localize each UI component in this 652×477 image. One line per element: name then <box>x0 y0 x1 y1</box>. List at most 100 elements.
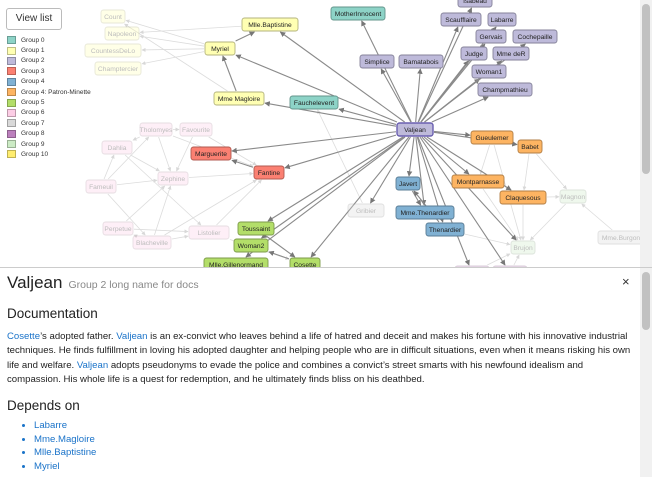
graph-node[interactable]: Mme deR <box>492 46 530 61</box>
graph-node[interactable]: Mme.Thenardier <box>395 205 455 220</box>
graph-node[interactable]: Mme Magloire <box>213 91 265 106</box>
graph-node-box[interactable] <box>85 179 117 194</box>
graph-node-box[interactable] <box>487 12 517 27</box>
graph-node-box[interactable] <box>101 140 133 155</box>
graph-node-box[interactable] <box>440 12 482 27</box>
graph-node[interactable]: Cochepaille <box>512 29 558 44</box>
graph-node-box[interactable] <box>102 221 134 236</box>
graph-node[interactable]: Fauchelevent <box>289 95 339 110</box>
graph-node-box[interactable] <box>425 222 465 237</box>
graph-node[interactable]: Myriel <box>204 41 236 56</box>
graph-node[interactable]: Dahlia <box>101 140 133 155</box>
graph-node[interactable]: Magnon <box>559 189 587 204</box>
graph-node[interactable]: Napoleon <box>104 26 140 41</box>
graph-node[interactable]: Count <box>100 9 126 24</box>
graph-node[interactable]: Champmathieu <box>477 82 533 97</box>
graph-node[interactable]: Babet <box>517 139 543 154</box>
graph-node[interactable]: Brujon <box>510 240 536 255</box>
graph-node-box[interactable] <box>179 122 213 137</box>
graph-node[interactable]: Toussaint <box>237 221 275 236</box>
depends-link[interactable]: Myriel <box>34 460 60 472</box>
graph-node[interactable]: Mlle.Baptistine <box>241 17 299 32</box>
graph-node-box[interactable] <box>347 203 385 218</box>
graph-node-box[interactable] <box>451 174 505 189</box>
graph-node-box[interactable] <box>100 9 126 24</box>
graph-node[interactable]: MotherInnocent <box>330 6 386 21</box>
graph-node-box[interactable] <box>289 95 339 110</box>
graph-node[interactable]: Bamatabois <box>398 54 444 69</box>
graph-node[interactable]: Perpetue <box>102 221 134 236</box>
graph-node-box[interactable] <box>157 171 189 186</box>
graph-node-box[interactable] <box>512 29 558 44</box>
dependency-graph[interactable]: Valjean MotherInnocent Simplice Gervais Laba… <box>0 0 640 267</box>
graph-node-box[interactable] <box>597 230 640 245</box>
graph-node-box[interactable] <box>395 176 421 191</box>
close-icon[interactable]: × <box>622 274 630 289</box>
graph-node-box[interactable] <box>289 257 321 267</box>
graph-node-box[interactable] <box>188 225 230 240</box>
graph-node-box[interactable] <box>499 190 547 205</box>
graph-node[interactable]: Mlle.Gillenormand <box>203 257 269 267</box>
graph-node[interactable]: Zephine <box>157 171 189 186</box>
graph-node-box[interactable] <box>396 122 434 137</box>
view-list-button[interactable]: View list <box>6 8 62 30</box>
graph-node-box[interactable] <box>132 235 172 250</box>
doc-link[interactable]: Valjean <box>116 331 148 342</box>
graph-node-box[interactable] <box>470 130 514 145</box>
graph-node-box[interactable] <box>94 61 142 76</box>
depends-link[interactable]: Mme.Magloire <box>34 433 95 445</box>
graph-node-box[interactable] <box>104 26 140 41</box>
graph-node[interactable]: Montparnasse <box>451 174 505 189</box>
graph-node-box[interactable] <box>477 82 533 97</box>
graph-node-box[interactable] <box>330 6 386 21</box>
graph-scrollbar[interactable] <box>640 0 652 267</box>
graph-node-box[interactable] <box>213 91 265 106</box>
graph-node[interactable]: Claquesous <box>499 190 547 205</box>
doc-link[interactable]: Valjean <box>76 359 109 371</box>
graph-node-box[interactable] <box>517 139 543 154</box>
graph-node[interactable]: Champtercier <box>94 61 142 76</box>
pane-divider[interactable] <box>0 267 652 268</box>
graph-node-box[interactable] <box>398 54 444 69</box>
graph-node[interactable]: Thenardier <box>425 222 465 237</box>
graph-scrollbar-thumb[interactable] <box>642 4 650 174</box>
graph-node[interactable]: Judge <box>460 46 488 61</box>
graph-node-box[interactable] <box>395 205 455 220</box>
depends-link[interactable]: Labarre <box>34 420 68 431</box>
graph-node[interactable]: Fameuil <box>85 179 117 194</box>
doc-scrollbar[interactable] <box>640 268 652 477</box>
graph-node[interactable]: Scaufflaire <box>440 12 482 27</box>
graph-node-box[interactable] <box>457 0 493 8</box>
graph-node-box[interactable] <box>84 43 142 58</box>
graph-node-box[interactable] <box>454 265 490 267</box>
graph-node-box[interactable] <box>190 146 232 161</box>
graph-node-box[interactable] <box>471 64 507 79</box>
graph-node-box[interactable] <box>492 265 528 267</box>
graph-node-box[interactable] <box>559 189 587 204</box>
graph-node-box[interactable] <box>203 257 269 267</box>
graph-node[interactable]: Marguerite <box>190 146 232 161</box>
graph-node-box[interactable] <box>204 41 236 56</box>
graph-node-box[interactable] <box>139 122 173 137</box>
graph-node[interactable]: Gribier <box>347 203 385 218</box>
graph-node[interactable]: Woman2 <box>233 238 269 253</box>
graph-node[interactable]: Javert <box>395 176 421 191</box>
graph-node-box[interactable] <box>237 221 275 236</box>
graph-node[interactable]: Listolier <box>188 225 230 240</box>
graph-node[interactable]: Valjean <box>396 122 434 137</box>
graph-node-box[interactable] <box>492 46 530 61</box>
graph-node[interactable]: Tholomyes <box>139 122 173 137</box>
graph-node[interactable]: CountessDeLo <box>84 43 142 58</box>
graph-node[interactable]: Anzelma <box>492 265 528 267</box>
graph-node[interactable]: Favourite <box>179 122 213 137</box>
graph-node[interactable]: Mme.Burgon <box>597 230 640 245</box>
graph-node-box[interactable] <box>475 29 507 44</box>
graph-node[interactable]: Labarre <box>487 12 517 27</box>
doc-scrollbar-thumb[interactable] <box>642 272 650 330</box>
doc-link[interactable]: Cosette <box>7 331 41 342</box>
graph-node-box[interactable] <box>241 17 299 32</box>
graph-node[interactable]: Eponine <box>454 265 490 267</box>
graph-node[interactable]: Blacheville <box>132 235 172 250</box>
graph-node[interactable]: Gueulemer <box>470 130 514 145</box>
graph-node[interactable]: Cosette <box>289 257 321 267</box>
